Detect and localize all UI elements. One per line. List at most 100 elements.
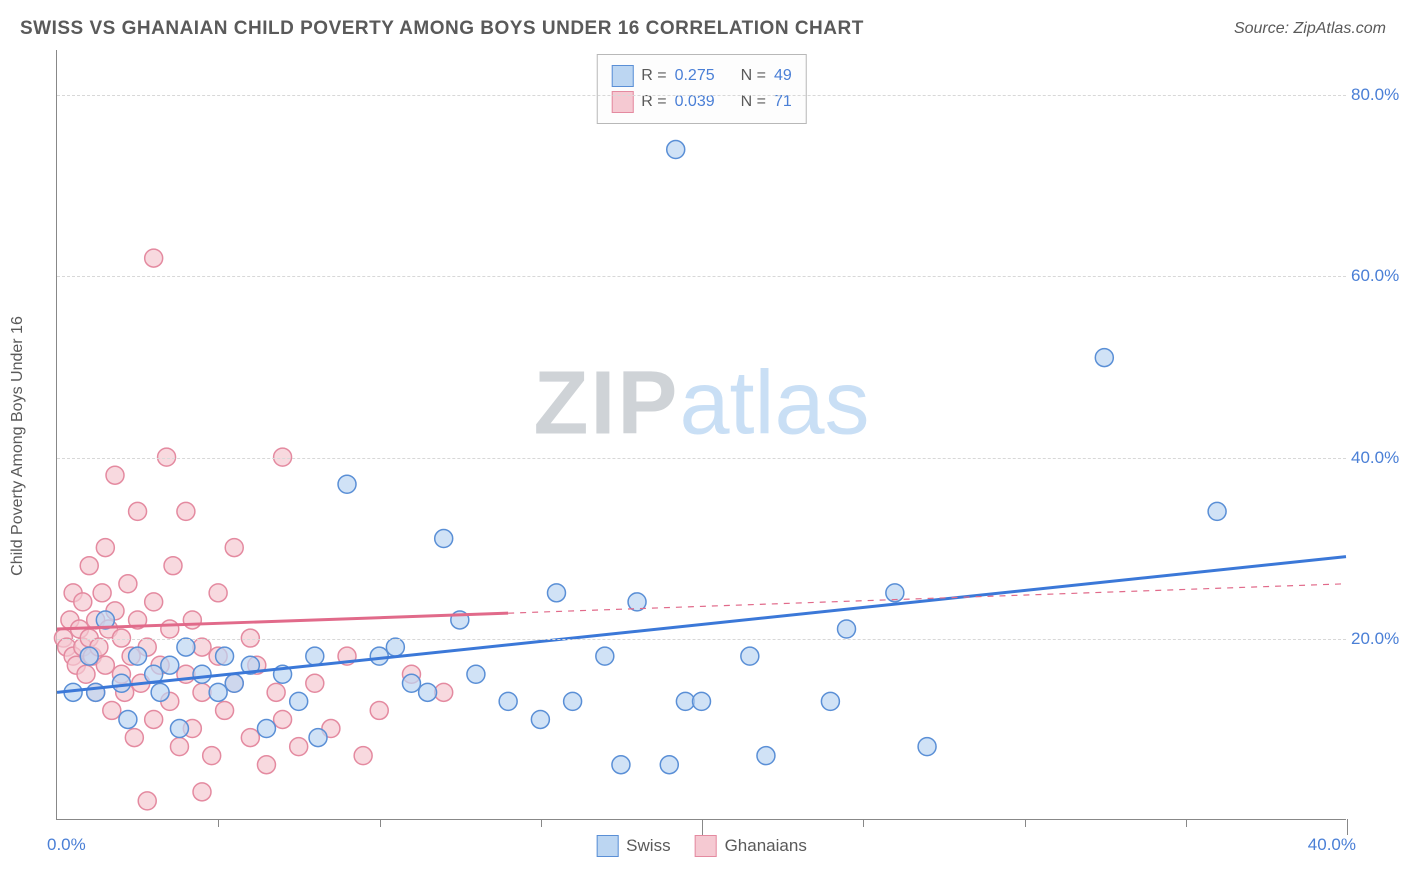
series-legend-ghanaians: Ghanaians: [695, 835, 807, 857]
scatter-plot-area: ZIPatlas R = 0.275 N = 49 R = 0.039 N = …: [56, 50, 1346, 820]
data-point: [241, 729, 259, 747]
data-point: [119, 710, 137, 728]
data-point: [209, 584, 227, 602]
x-axis-label-min: 0.0%: [47, 835, 86, 855]
data-point: [145, 249, 163, 267]
data-point: [129, 502, 147, 520]
data-point: [370, 701, 388, 719]
data-point: [435, 530, 453, 548]
data-point: [225, 674, 243, 692]
y-tick-label: 60.0%: [1351, 266, 1406, 286]
data-point: [216, 647, 234, 665]
data-point: [216, 701, 234, 719]
data-point: [290, 738, 308, 756]
data-point: [419, 683, 437, 701]
data-point: [145, 593, 163, 611]
data-point: [138, 792, 156, 810]
data-point: [1208, 502, 1226, 520]
gridline: [57, 639, 1346, 640]
series-legend: Swiss Ghanaians: [596, 835, 807, 857]
data-point: [129, 647, 147, 665]
x-axis-label-max: 40.0%: [1308, 835, 1356, 855]
data-point: [80, 647, 98, 665]
data-point: [170, 720, 188, 738]
data-point: [257, 720, 275, 738]
series-legend-swiss: Swiss: [596, 835, 670, 857]
data-point: [77, 665, 95, 683]
chart-title: SWISS VS GHANAIAN CHILD POVERTY AMONG BO…: [20, 18, 864, 40]
data-point: [386, 638, 404, 656]
data-point: [106, 466, 124, 484]
data-point: [693, 692, 711, 710]
gridline: [57, 458, 1346, 459]
data-point: [177, 502, 195, 520]
data-point: [74, 593, 92, 611]
gridline: [57, 276, 1346, 277]
data-point: [161, 620, 179, 638]
data-point: [193, 783, 211, 801]
y-tick-label: 40.0%: [1351, 448, 1406, 468]
data-point: [161, 656, 179, 674]
source-attribution: Source: ZipAtlas.com: [1234, 20, 1386, 38]
data-point: [193, 665, 211, 683]
data-point: [170, 738, 188, 756]
data-point: [354, 747, 372, 765]
data-point: [193, 683, 211, 701]
data-point: [209, 683, 227, 701]
data-point: [757, 747, 775, 765]
data-point: [918, 738, 936, 756]
data-point: [112, 674, 130, 692]
data-point: [306, 674, 324, 692]
data-point: [183, 611, 201, 629]
data-point: [80, 557, 98, 575]
data-point: [96, 656, 114, 674]
x-tick: [1186, 819, 1187, 827]
data-point: [370, 647, 388, 665]
data-point: [267, 683, 285, 701]
y-tick-label: 80.0%: [1351, 85, 1406, 105]
data-point: [203, 747, 221, 765]
data-point: [177, 638, 195, 656]
data-point: [667, 141, 685, 159]
x-tick: [863, 819, 864, 827]
data-point: [125, 729, 143, 747]
stats-legend-row-swiss: R = 0.275 N = 49: [611, 65, 792, 87]
data-point: [103, 701, 121, 719]
data-point: [547, 584, 565, 602]
data-point: [93, 584, 111, 602]
data-point: [306, 647, 324, 665]
data-point: [741, 647, 759, 665]
x-tick: [218, 819, 219, 827]
chart-svg: [57, 50, 1346, 819]
data-point: [402, 674, 420, 692]
data-point: [1095, 349, 1113, 367]
trend-line: [57, 613, 508, 629]
data-point: [499, 692, 517, 710]
data-point: [274, 710, 292, 728]
y-axis-title: Child Poverty Among Boys Under 16: [9, 316, 27, 576]
data-point: [257, 756, 275, 774]
data-point: [151, 683, 169, 701]
x-tick-major: [1347, 819, 1348, 835]
swatch-ghanaians: [695, 835, 717, 857]
x-tick-major: [702, 819, 703, 835]
x-tick: [1025, 819, 1026, 827]
gridline: [57, 95, 1346, 96]
data-point: [596, 647, 614, 665]
data-point: [467, 665, 485, 683]
data-point: [309, 729, 327, 747]
x-tick: [541, 819, 542, 827]
data-point: [435, 683, 453, 701]
data-point: [119, 575, 137, 593]
data-point: [338, 475, 356, 493]
data-point: [564, 692, 582, 710]
swatch-swiss: [611, 65, 633, 87]
data-point: [612, 756, 630, 774]
data-point: [145, 710, 163, 728]
data-point: [660, 756, 678, 774]
data-point: [164, 557, 182, 575]
x-tick: [380, 819, 381, 827]
data-point: [821, 692, 839, 710]
data-point: [531, 710, 549, 728]
data-point: [193, 638, 211, 656]
